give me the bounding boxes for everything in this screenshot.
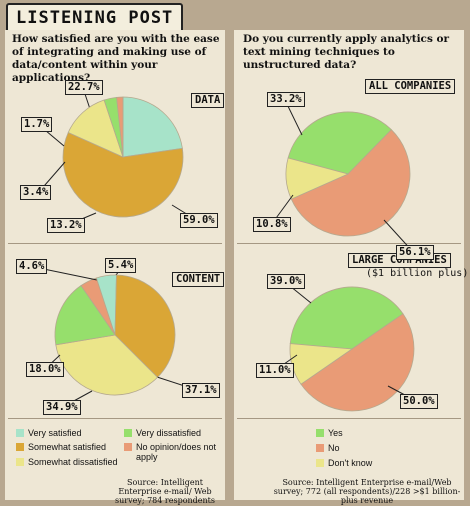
- legend-swatch-left-3: [124, 443, 132, 451]
- data-label-1-1: 5.4%: [105, 258, 137, 273]
- data-label-3-2: 11.0%: [256, 363, 294, 378]
- pie-slice-1-3: [55, 334, 159, 396]
- right-divider: [237, 243, 461, 244]
- pie-slice-0-0: [122, 96, 183, 158]
- legend-swatch-left-0: [16, 429, 24, 437]
- data-label-1-2: 37.1%: [182, 383, 220, 398]
- pie-slice-2-1: [290, 129, 411, 237]
- right-question: Do you currently apply analytics or text…: [243, 33, 450, 71]
- data-label-0-2: 13.2%: [47, 218, 85, 233]
- data-label-0-4: 1.7%: [21, 117, 53, 132]
- right-legend-divider: [237, 418, 461, 419]
- left-question: How satisfied are you with the ease of i…: [12, 33, 220, 84]
- legend-label-left-4: Somewhat dissatisfied: [28, 457, 118, 467]
- legend-label-left-3: No opinion/does not apply: [136, 442, 217, 462]
- data-label-1-4: 18.0%: [26, 362, 64, 377]
- large-companies-subtitle: ($1 billion plus): [366, 268, 469, 279]
- pie-slice-2-2: [285, 157, 350, 200]
- page-title: LISTENING POST: [6, 3, 184, 33]
- pie-slice-2-0: [287, 111, 392, 175]
- legend-swatch-left-1: [124, 429, 132, 437]
- content-chart-title: CONTENT: [172, 272, 225, 287]
- legend-swatch-left-4: [16, 458, 24, 466]
- right-source: Source: Intelligent Enterprise e-mail/We…: [273, 478, 461, 505]
- pie-slice-3-1: [300, 313, 415, 412]
- data-label-0-0: 22.7%: [65, 80, 103, 95]
- legend-label-right-2: Don't know: [328, 458, 373, 468]
- left-legend-divider: [8, 418, 222, 419]
- data-label-2-2: 10.8%: [253, 217, 291, 232]
- legend-label-left-2: Somewhat satisfied: [28, 442, 107, 452]
- pie-slice-0-1: [62, 131, 184, 218]
- left-source: Source: Intelligent Enterprise e-mail/ W…: [115, 478, 215, 505]
- data-label-1-3: 34.9%: [43, 400, 81, 415]
- data-label-2-0: 33.2%: [267, 92, 305, 107]
- left-divider: [8, 243, 222, 244]
- legend-label-left-0: Very satisfied: [28, 428, 82, 438]
- data-label-0-1: 59.0%: [180, 213, 218, 228]
- legend-label-right-1: No: [328, 443, 340, 453]
- pie-slice-0-4: [116, 96, 124, 158]
- pie-slice-1-2: [114, 274, 176, 378]
- legend-label-left-1: Very dissatisfied: [136, 428, 202, 438]
- legend-swatch-left-2: [16, 443, 24, 451]
- data-label-0-3: 3.4%: [20, 185, 52, 200]
- legend-swatch-right-0: [316, 429, 324, 437]
- legend-label-right-0: Yes: [328, 428, 343, 438]
- data-label-1-0: 4.6%: [16, 259, 48, 274]
- data-chart-title: DATA: [191, 93, 225, 108]
- all-companies-chart-title: ALL COMPANIES: [365, 79, 456, 94]
- legend-swatch-right-2: [316, 459, 324, 467]
- data-label-3-1: 50.0%: [400, 394, 438, 409]
- pie-slice-1-4: [54, 285, 116, 346]
- legend-swatch-right-1: [316, 444, 324, 452]
- data-label-2-1: 56.1%: [396, 245, 434, 260]
- pie-slice-3-0: [289, 286, 404, 350]
- data-label-3-0: 39.0%: [267, 274, 305, 289]
